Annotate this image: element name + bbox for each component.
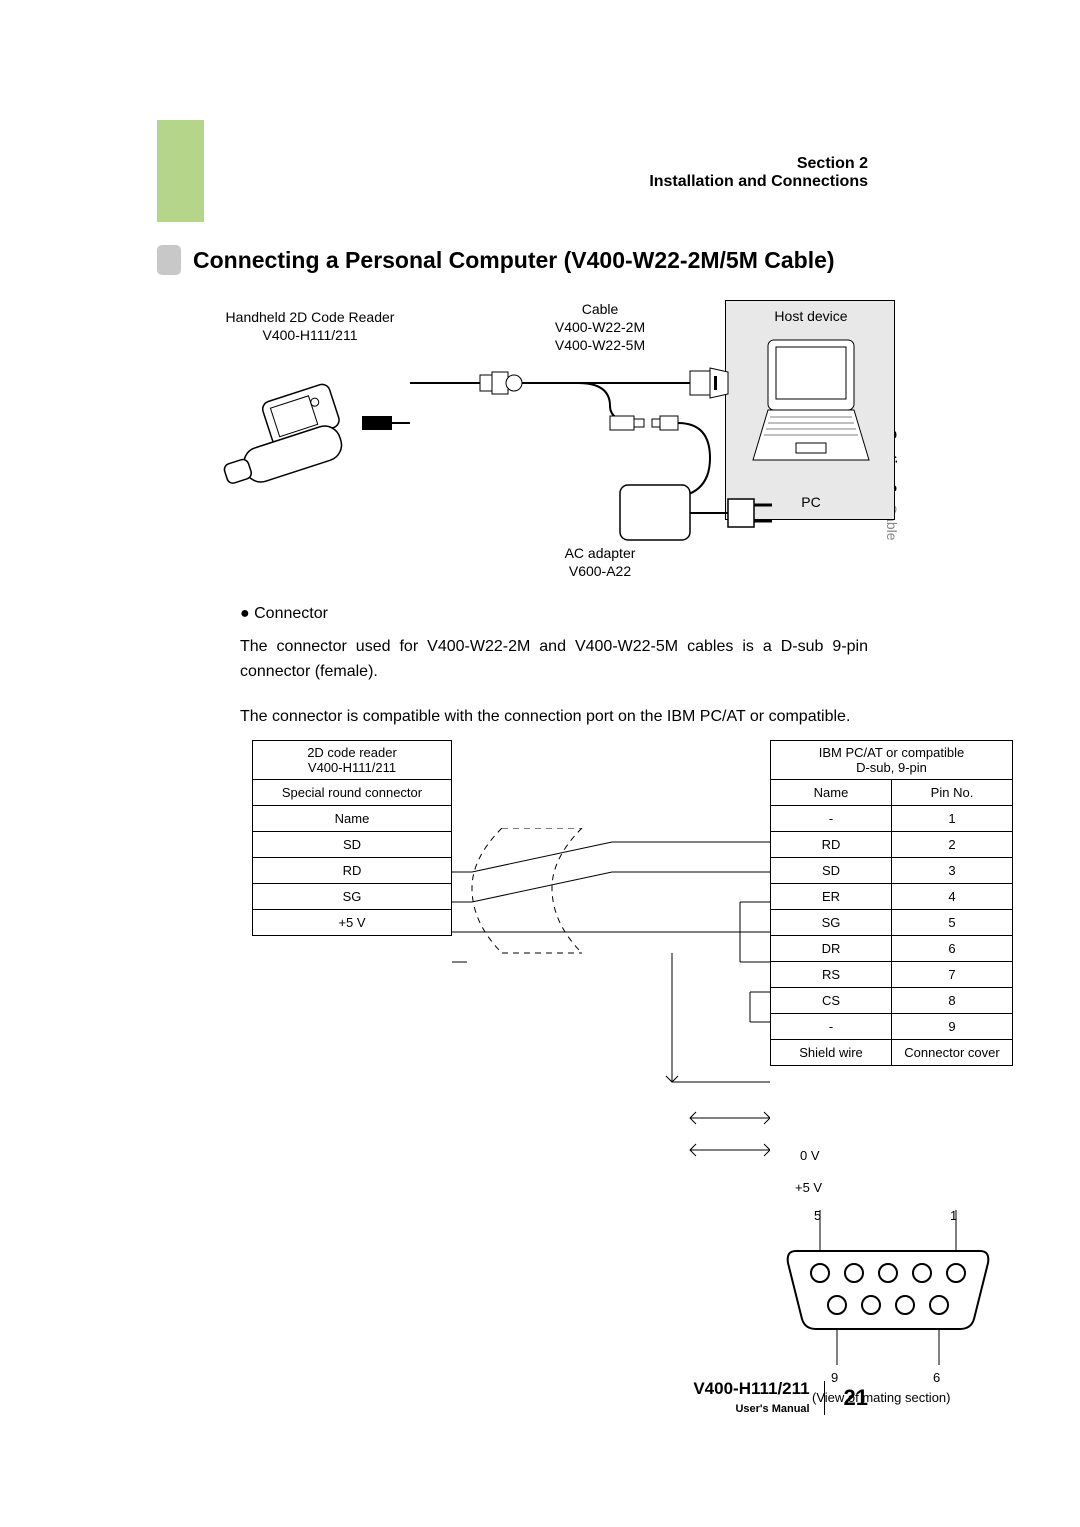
table-row: SD xyxy=(771,858,892,884)
footer-manual: User's Manual xyxy=(735,1403,809,1415)
dsub-connector-view xyxy=(760,1205,1010,1390)
table-row: RD xyxy=(253,858,452,884)
table-row: CS xyxy=(771,988,892,1014)
table-row: 9 xyxy=(892,1014,1013,1040)
table-row: RS xyxy=(771,962,892,988)
table-row: SD xyxy=(253,832,452,858)
laptop-icon xyxy=(748,335,874,475)
cable-label-1: Cable xyxy=(582,301,619,317)
pin6-label: 6 xyxy=(933,1370,940,1385)
section-subtitle: Installation and Connections xyxy=(649,173,868,191)
table-row: 6 xyxy=(892,936,1013,962)
cable-label-3: V400-W22-5M xyxy=(555,337,645,353)
table-row: SG xyxy=(253,884,452,910)
table-row: 5 xyxy=(892,910,1013,936)
table-row: +5 V xyxy=(253,910,452,936)
page-title: Connecting a Personal Computer (V400-W22… xyxy=(193,247,835,274)
lt-sub: Special round connector xyxy=(253,780,452,806)
table-row: Shield wire xyxy=(771,1040,892,1066)
zero-volt-label: 0 V xyxy=(800,1148,820,1163)
table-row: 8 xyxy=(892,988,1013,1014)
pin1-label: 1 xyxy=(950,1208,957,1223)
connection-diagram: Handheld 2D Code Reader V400-H111/211 Ca… xyxy=(200,300,880,570)
footer-divider xyxy=(824,1381,825,1415)
rt-col2: Pin No. xyxy=(892,780,1013,806)
table-row: - xyxy=(771,1014,892,1040)
dsub-connector-icon xyxy=(760,1205,1010,1385)
lt-colhead: Name xyxy=(253,806,452,832)
reader-pin-table: 2D code readerV400-H111/211 Special roun… xyxy=(252,740,452,936)
reader-label-1: Handheld 2D Code Reader xyxy=(226,309,395,325)
ac-label-1: AC adapter xyxy=(565,545,636,561)
table-row: 1 xyxy=(892,806,1013,832)
table-row: 7 xyxy=(892,962,1013,988)
table-row: DR xyxy=(771,936,892,962)
table-row: 3 xyxy=(892,858,1013,884)
pin5-label: 5 xyxy=(814,1208,821,1223)
wiring-diagram xyxy=(452,828,770,1228)
table-row: 2 xyxy=(892,832,1013,858)
code-reader-icon xyxy=(200,348,410,498)
host-label: Host device xyxy=(726,307,896,325)
footer-page-number: 21 xyxy=(844,1385,868,1411)
cable-label-2: V400-W22-2M xyxy=(555,319,645,335)
reader-label-2: V400-H111/211 xyxy=(263,327,358,343)
ac-label-2: V600-A22 xyxy=(569,563,631,579)
page-footer: V400-H111/211 User's Manual 21 xyxy=(693,1379,868,1417)
title-bullet-icon xyxy=(157,245,181,275)
table-row: SG xyxy=(771,910,892,936)
lt-title: 2D code readerV400-H111/211 xyxy=(253,741,452,780)
table-row: Connector cover xyxy=(892,1040,1013,1066)
section-number: Section 2 xyxy=(649,155,868,173)
connector-p1: The connector used for V400-W22-2M and V… xyxy=(240,635,868,685)
accent-bar xyxy=(157,120,204,222)
table-row: ER xyxy=(771,884,892,910)
connector-p2: The connector is compatible with the con… xyxy=(240,705,868,730)
pc-pin-table: IBM PC/AT or compatibleD-sub, 9-pin Name… xyxy=(770,740,1013,1066)
table-row: - xyxy=(771,806,892,832)
footer-model: V400-H111/211 xyxy=(693,1379,809,1398)
five-volt-label: +5 V xyxy=(795,1180,822,1195)
rt-title: IBM PC/AT or compatibleD-sub, 9-pin xyxy=(771,741,1013,780)
page-header: Section 2 Installation and Connections xyxy=(649,155,868,191)
rt-col1: Name xyxy=(771,780,892,806)
table-row: 4 xyxy=(892,884,1013,910)
page-title-block: Connecting a Personal Computer (V400-W22… xyxy=(157,245,835,275)
connector-heading: ● Connector xyxy=(240,605,328,623)
table-row: RD xyxy=(771,832,892,858)
